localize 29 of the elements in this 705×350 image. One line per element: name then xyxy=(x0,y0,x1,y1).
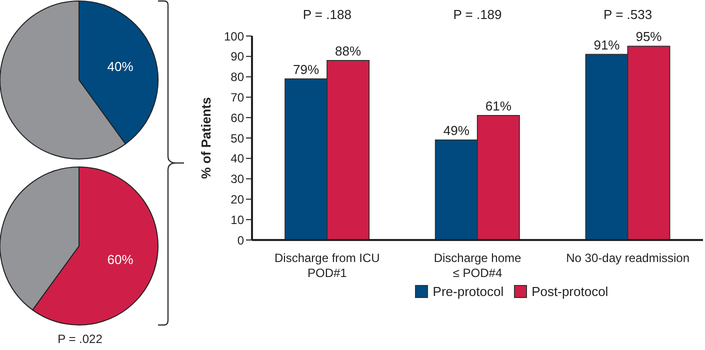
y-tick-label: 0 xyxy=(237,233,244,248)
x-tick-label: Discharge home ≤ POD#4 xyxy=(434,251,522,280)
y-tick-label: 90 xyxy=(230,50,244,64)
data-label: 40% xyxy=(107,59,134,74)
y-tick-label: 100 xyxy=(224,29,244,44)
y-tick-label: 40 xyxy=(230,152,244,166)
y-tick-label: 80 xyxy=(230,70,244,84)
y-tick-label: 60 xyxy=(230,110,244,125)
y-tick-label: 30 xyxy=(230,172,244,186)
x-tick-label: Discharge from ICU POD#1 xyxy=(274,251,380,280)
data-label: 61% xyxy=(485,98,512,114)
y-axis-title: % of Patients xyxy=(198,97,214,179)
y-tick-label: 10 xyxy=(230,212,244,227)
data-label: 88% xyxy=(335,43,362,58)
data-label: 49% xyxy=(443,123,470,138)
text: P = .533 xyxy=(602,7,654,22)
y-tick-label: 20 xyxy=(230,192,244,206)
data-label: 91% xyxy=(594,37,620,52)
text: P = .022 xyxy=(56,332,104,346)
legend-label: Pre-protocol xyxy=(432,284,504,299)
text: P = .189 xyxy=(452,7,503,22)
legend-label: Post-protocol xyxy=(532,284,608,299)
x-tick-label: No 30-day readmission xyxy=(566,251,690,265)
data-label: 79% xyxy=(293,62,320,77)
y-tick-label: 70 xyxy=(230,90,244,104)
y-tick-label: 50 xyxy=(230,131,244,146)
text: P = .188 xyxy=(302,7,352,22)
data-label: 95% xyxy=(636,29,662,44)
data-label: 60% xyxy=(107,252,134,267)
